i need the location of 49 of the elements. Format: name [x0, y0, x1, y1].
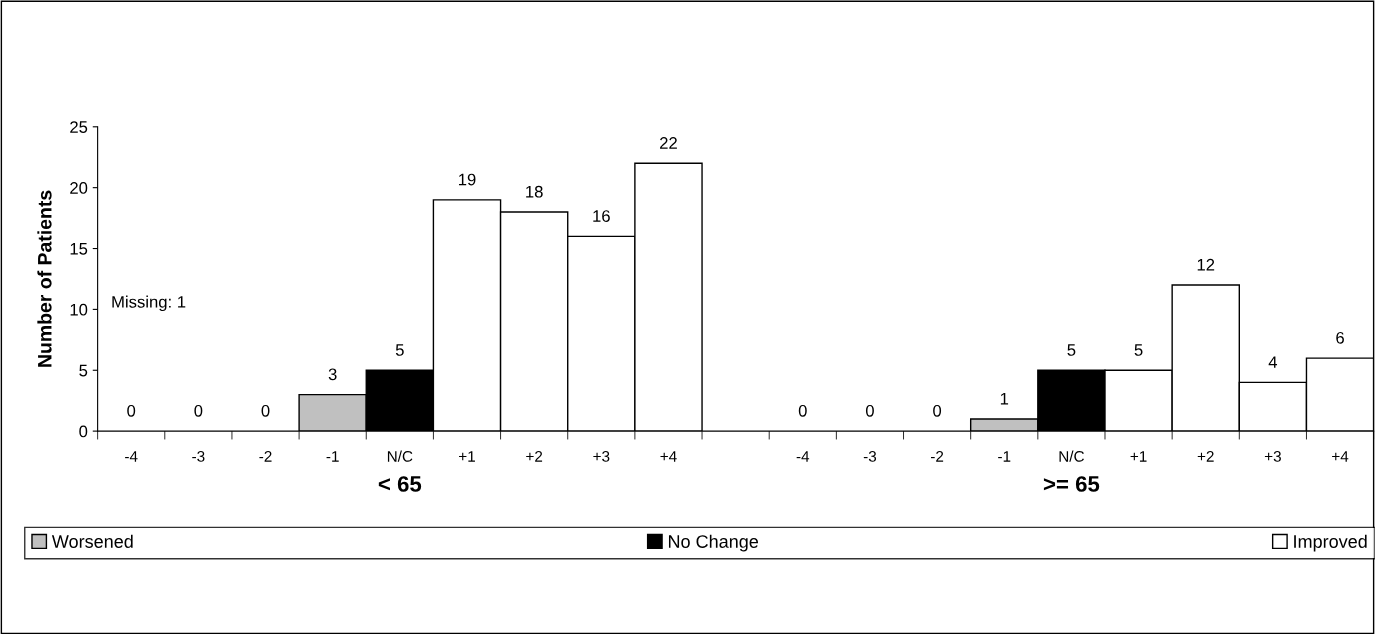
x-tick-label: +1: [459, 451, 475, 462]
data-label: 12: [1197, 258, 1215, 271]
x-tick-label: N/C: [387, 450, 413, 462]
x-tick-label: +2: [1197, 450, 1214, 462]
legend-label: Worsened: [51, 534, 133, 548]
text: >= 65: [1043, 476, 1100, 492]
x-tick-label: -4: [796, 451, 810, 462]
data-label: 1: [1000, 392, 1009, 405]
x-tick-label: -2: [259, 450, 272, 462]
x-tick-label: -2: [930, 450, 944, 462]
y-tick-label: 0: [79, 425, 88, 438]
x-tick-label: -3: [863, 450, 877, 462]
x-tick-label: -1: [998, 451, 1011, 462]
data-label: 6: [1336, 331, 1344, 344]
data-label: 4: [1268, 356, 1278, 368]
text: < 65: [378, 476, 422, 492]
data-label: 0: [261, 404, 270, 417]
x-tick-label: +1: [1130, 451, 1147, 462]
annotation: Missing: 1: [112, 295, 186, 312]
data-label: 0: [933, 404, 942, 417]
data-label: 0: [865, 404, 874, 417]
x-tick-label: +3: [1264, 450, 1281, 462]
x-tick-label: +4: [1332, 451, 1349, 462]
y-tick-label: 5: [79, 364, 88, 377]
y-tick-label: 15: [70, 243, 88, 255]
data-label: 5: [1067, 344, 1076, 356]
data-label: 3: [328, 368, 337, 381]
x-tick-label: N/C: [1059, 450, 1084, 462]
x-tick-label: +2: [526, 450, 543, 462]
legend-label: Improved: [1294, 534, 1367, 552]
data-label: 22: [660, 137, 677, 149]
x-tick-label: +3: [593, 450, 610, 462]
y-tick-label: 25: [70, 121, 88, 133]
data-label: 18: [526, 185, 543, 198]
x-tick-label: -4: [125, 451, 138, 462]
legend-label: No Change: [668, 534, 759, 552]
data-label: 0: [127, 404, 136, 417]
x-tick-label: -3: [192, 450, 205, 462]
y-tick-label: 10: [70, 303, 88, 316]
y-axis-title: Number of Patients: [37, 190, 52, 367]
data-label: 5: [1134, 344, 1143, 356]
data-label: 5: [395, 344, 404, 356]
data-label: 0: [194, 404, 203, 417]
data-label: 19: [459, 173, 476, 186]
data-label: 16: [593, 210, 610, 222]
x-tick-label: -1: [326, 451, 339, 462]
y-tick-label: 20: [70, 182, 88, 194]
data-label: 0: [798, 404, 807, 417]
x-tick-label: +4: [660, 451, 677, 462]
